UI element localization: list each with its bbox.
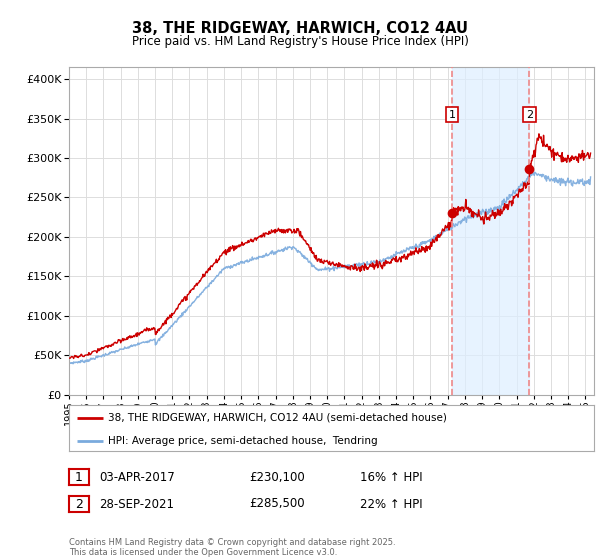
Bar <box>452 67 529 395</box>
Text: £285,500: £285,500 <box>249 497 305 511</box>
Text: 2: 2 <box>75 497 83 511</box>
Text: Price paid vs. HM Land Registry's House Price Index (HPI): Price paid vs. HM Land Registry's House … <box>131 35 469 48</box>
Text: HPI: Average price, semi-detached house,  Tendring: HPI: Average price, semi-detached house,… <box>109 436 378 446</box>
Text: 38, THE RIDGEWAY, HARWICH, CO12 4AU (semi-detached house): 38, THE RIDGEWAY, HARWICH, CO12 4AU (sem… <box>109 413 447 423</box>
Text: 1: 1 <box>448 110 455 120</box>
Text: £230,100: £230,100 <box>249 470 305 484</box>
Text: 03-APR-2017: 03-APR-2017 <box>99 470 175 484</box>
Text: 16% ↑ HPI: 16% ↑ HPI <box>360 470 422 484</box>
Text: 28-SEP-2021: 28-SEP-2021 <box>99 497 174 511</box>
Text: 38, THE RIDGEWAY, HARWICH, CO12 4AU: 38, THE RIDGEWAY, HARWICH, CO12 4AU <box>132 21 468 36</box>
Text: 1: 1 <box>75 470 83 484</box>
Text: 2: 2 <box>526 110 533 120</box>
Text: Contains HM Land Registry data © Crown copyright and database right 2025.
This d: Contains HM Land Registry data © Crown c… <box>69 538 395 557</box>
Text: 22% ↑ HPI: 22% ↑ HPI <box>360 497 422 511</box>
